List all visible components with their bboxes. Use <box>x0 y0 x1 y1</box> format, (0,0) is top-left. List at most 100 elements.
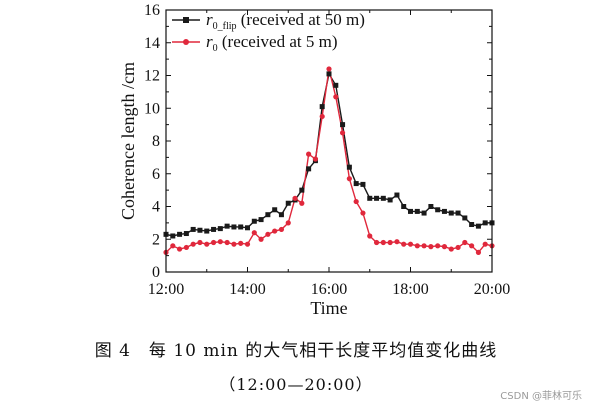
series-2-point <box>190 241 196 247</box>
series-1-point <box>455 210 461 216</box>
series-2-point <box>265 231 271 237</box>
series-1-point <box>340 122 346 128</box>
series-2-point <box>197 239 203 246</box>
series-1-point <box>482 220 488 226</box>
x-axis-label: Time <box>310 298 347 318</box>
legend-marker-1 <box>183 17 189 23</box>
series-1-point <box>421 210 427 216</box>
series-1-point <box>360 181 366 187</box>
series-2-point <box>482 241 488 247</box>
y-axis-label: Coherence length /cm <box>118 62 138 220</box>
series-2-point <box>353 198 359 205</box>
series-2-point <box>387 239 393 246</box>
series-1-point <box>231 224 237 230</box>
series-1-point <box>224 223 230 229</box>
series-2-point <box>231 241 237 247</box>
series-1-point <box>401 204 407 209</box>
series-1-point <box>170 233 176 239</box>
series-2-point <box>238 240 244 246</box>
series-2-point <box>244 241 251 247</box>
series-1-point <box>306 166 312 172</box>
series-2-point <box>292 195 298 201</box>
series-2-point <box>435 243 441 249</box>
series-2-point <box>217 239 223 245</box>
y-tick-label: 16 <box>144 2 160 19</box>
series-markers-layer <box>163 66 495 255</box>
x-tick-label: 14:00 <box>229 281 265 298</box>
series-2-point <box>407 241 414 247</box>
x-tick-label: 16:00 <box>311 281 347 298</box>
y-tick-label: 12 <box>144 68 160 85</box>
series-1-point <box>197 227 203 233</box>
y-tick-label: 10 <box>144 100 160 117</box>
series-line-2 <box>165 68 493 254</box>
x-tick-label: 12:00 <box>148 281 184 298</box>
series-2-point <box>224 239 230 246</box>
series-2-point <box>210 239 217 246</box>
series-1-point <box>441 208 447 214</box>
series-2-point <box>251 230 257 236</box>
series-1-point <box>251 218 257 224</box>
series-1-point <box>272 207 278 213</box>
series-2-point <box>428 244 434 250</box>
series-1-point <box>346 164 352 170</box>
chart-legend: r0_flip (received at 50 m)r0 (received a… <box>172 10 365 54</box>
x-tick-label: 18:00 <box>392 281 428 298</box>
series-2-point <box>441 244 448 250</box>
series-2-point <box>319 113 325 120</box>
series-2-point <box>346 176 352 182</box>
series-1-point <box>428 204 434 209</box>
series-1-point <box>408 208 413 214</box>
series-2-point <box>204 241 210 247</box>
series-2-point <box>326 66 332 72</box>
series-1-point <box>394 192 400 198</box>
series-2-point <box>183 244 189 251</box>
series-2-point <box>367 233 373 239</box>
axis-ticks-layer <box>165 9 493 273</box>
series-1-point <box>183 231 189 237</box>
series-1-point <box>204 228 210 234</box>
series-2-point <box>312 156 319 162</box>
series-2-point <box>373 239 380 246</box>
series-1-point <box>435 207 441 213</box>
series-1-point <box>278 212 284 218</box>
y-tick-label: 14 <box>144 35 160 52</box>
legend-entry-1: r0_flip (received at 50 m) <box>206 10 365 32</box>
legend-entry-2: r0 (received at 5 m) <box>206 32 338 54</box>
series-2-point <box>462 239 468 246</box>
series-2-point <box>258 236 264 242</box>
series-1-point <box>258 217 264 223</box>
legend-marker-2 <box>183 39 189 45</box>
series-1-point <box>462 215 468 221</box>
series-1-point <box>367 195 373 201</box>
series-2-point <box>299 200 305 206</box>
series-2-point <box>401 241 407 247</box>
series-2-point <box>170 243 176 249</box>
series-1-point <box>190 226 196 232</box>
series-1-point <box>326 71 332 77</box>
series-2-point <box>380 239 386 246</box>
y-tick-label: 8 <box>152 133 160 150</box>
series-2-point <box>448 246 454 252</box>
series-2-point <box>421 243 427 249</box>
series-1-point <box>469 222 475 228</box>
figure-caption-time-range: （12:00—20:00） <box>219 375 373 394</box>
y-tick-label: 0 <box>152 264 160 281</box>
series-2-point <box>360 210 366 216</box>
series-1-point <box>245 225 250 231</box>
tick-labels-layer: 12:00 14:00 16:00 18:00 20:00 0 2 4 6 8 10 12 14 16 <box>144 2 510 298</box>
series-1-point <box>177 231 183 237</box>
series-2-point <box>414 243 420 249</box>
series-1-point <box>448 210 454 216</box>
series-2-point <box>455 244 461 251</box>
series-2-point <box>285 220 291 226</box>
series-1-point <box>299 187 305 193</box>
series-2-point <box>339 130 346 136</box>
y-tick-label: 6 <box>152 166 160 183</box>
series-2-point <box>272 228 278 234</box>
x-tick-label: 20:00 <box>474 281 510 298</box>
series-1-point <box>211 226 217 232</box>
series-1-point <box>319 104 325 110</box>
series-2-point <box>333 94 339 100</box>
series-1-point <box>333 82 339 88</box>
